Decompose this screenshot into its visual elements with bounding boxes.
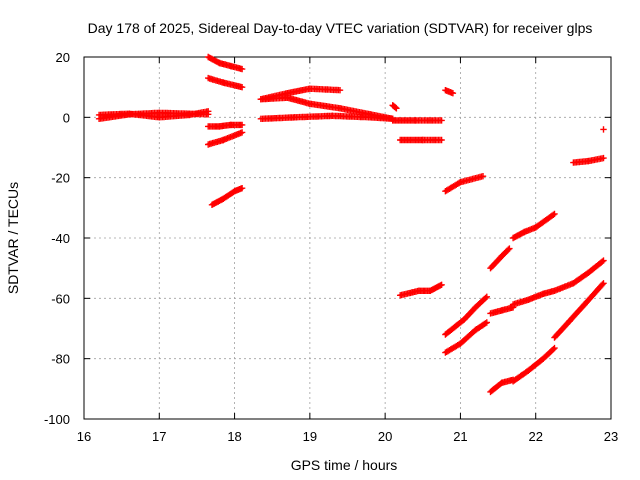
- data-series: [570, 154, 607, 166]
- y-tick-label: -60: [51, 291, 70, 306]
- data-series: [442, 319, 490, 356]
- y-tick-label: 20: [56, 50, 70, 65]
- data-series: [509, 344, 558, 385]
- data-point-marker: [238, 129, 246, 136]
- data-series: [205, 74, 246, 91]
- data-point-marker: [551, 210, 558, 218]
- data-point-marker: [482, 294, 489, 302]
- y-tick-label: 0: [63, 110, 70, 125]
- x-tick-label: 22: [528, 429, 542, 444]
- data-point-marker: [483, 293, 490, 300]
- data-series: [397, 136, 445, 144]
- data-point-marker: [482, 320, 489, 327]
- data-point-marker: [599, 258, 606, 265]
- data-series: [257, 112, 396, 122]
- data-point-marker: [506, 245, 513, 252]
- data-series: [600, 126, 607, 133]
- y-tick-label: -40: [51, 231, 70, 246]
- data-point-marker: [393, 105, 400, 112]
- x-tick-label: 21: [453, 429, 467, 444]
- data-point-marker: [392, 104, 399, 111]
- data-series: [509, 287, 558, 308]
- data-point-marker: [600, 126, 607, 133]
- data-point-marker: [600, 257, 607, 264]
- data-points: [95, 53, 607, 396]
- data-point-marker: [438, 281, 445, 288]
- data-series: [509, 210, 558, 242]
- y-tick-label: -20: [51, 171, 70, 186]
- data-point-marker: [438, 117, 445, 124]
- data-point-marker: [336, 87, 344, 94]
- data-series: [487, 245, 513, 272]
- data-series: [257, 85, 344, 103]
- data-series: [442, 293, 490, 338]
- data-point-marker: [205, 108, 212, 115]
- data-series: [551, 280, 607, 341]
- data-point-marker: [600, 280, 607, 287]
- data-series: [205, 121, 246, 130]
- y-tick-label: -80: [51, 352, 70, 367]
- x-tick-label: 18: [227, 429, 241, 444]
- x-axis-label: GPS time / hours: [291, 457, 398, 473]
- data-series: [487, 304, 517, 317]
- data-point-marker: [238, 121, 246, 129]
- data-series: [389, 117, 445, 124]
- data-point-marker: [479, 173, 487, 180]
- data-point-marker: [449, 90, 457, 97]
- data-point-marker: [599, 281, 606, 288]
- chart-title: Day 178 of 2025, Sidereal Day-to-day VTE…: [88, 20, 593, 36]
- data-point-marker: [238, 84, 246, 91]
- data-point-marker: [550, 211, 557, 218]
- data-point-marker: [238, 185, 246, 192]
- data-series: [442, 87, 457, 97]
- y-tick-label: -100: [44, 412, 70, 427]
- data-series: [208, 185, 246, 208]
- data-series: [95, 108, 212, 121]
- y-axis-label: SDTVAR / TECUs: [5, 182, 21, 294]
- data-series: [389, 102, 400, 112]
- data-series: [397, 281, 445, 299]
- data-point-marker: [438, 136, 445, 144]
- x-tick-label: 23: [604, 429, 618, 444]
- x-tick-label: 19: [303, 429, 317, 444]
- data-point-marker: [550, 346, 557, 353]
- x-tick-label: 16: [77, 429, 91, 444]
- data-point-marker: [505, 246, 512, 253]
- data-point-marker: [483, 319, 490, 326]
- data-series: [487, 376, 517, 396]
- data-series: [551, 257, 607, 294]
- data-series: [442, 173, 487, 195]
- data-point-marker: [600, 154, 607, 162]
- data-series: [205, 53, 246, 73]
- data-point-marker: [551, 344, 558, 352]
- x-tick-label: 17: [152, 429, 166, 444]
- data-series: [205, 129, 246, 148]
- axis-ticks: 16 17 18 19 20 21 22 23 -100 -80 -60 -40 -20 0 20: [44, 50, 618, 444]
- x-tick-label: 20: [378, 429, 392, 444]
- data-point-marker: [238, 65, 246, 73]
